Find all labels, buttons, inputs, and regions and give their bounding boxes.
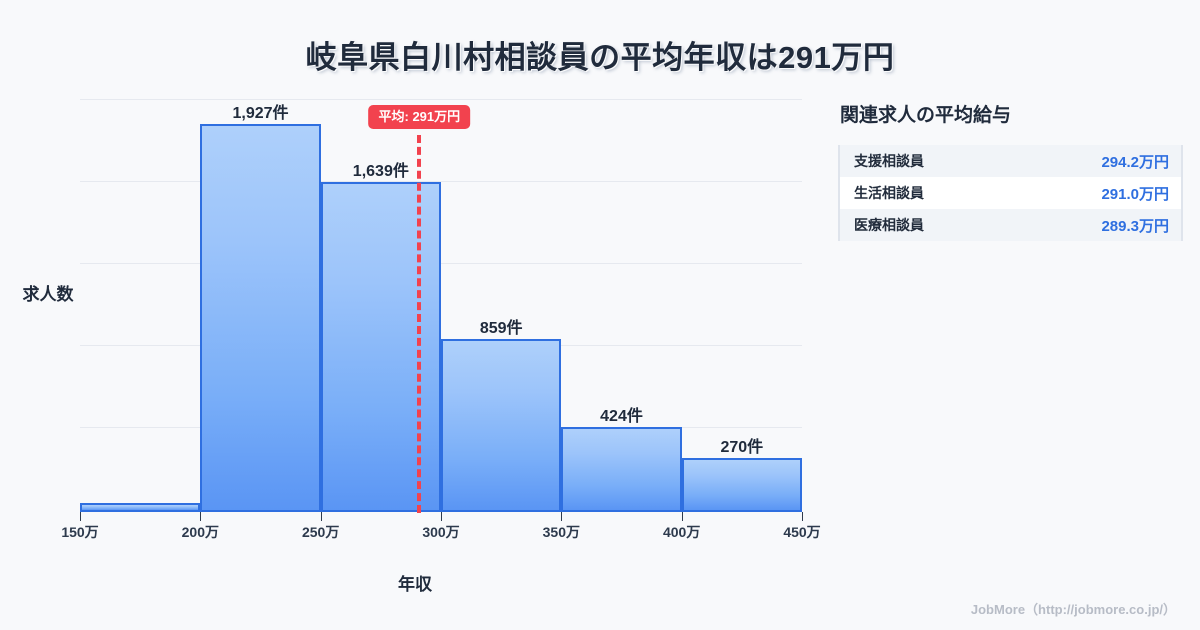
table-row-value: 294.2万円	[1101, 153, 1169, 171]
table-row: 支援相談員 294.2万円	[840, 145, 1181, 177]
page-title: 岐阜県白川村相談員の平均年収は291万円	[305, 40, 895, 75]
table-row-value: 291.0万円	[1101, 185, 1169, 203]
bar	[80, 503, 201, 512]
related-salary-title: 関連求人の平均給与	[840, 105, 1012, 126]
x-axis-tick	[802, 512, 803, 521]
bar-value-label: 270件	[720, 438, 764, 456]
x-axis-tick	[681, 512, 683, 521]
footer-attribution: JobMore（http://jobmore.co.jp/）	[970, 602, 1176, 617]
gridline	[80, 99, 802, 100]
x-axis-label: 300万	[422, 524, 460, 540]
x-axis-label: 250万	[301, 524, 340, 540]
x-axis-tick	[200, 512, 202, 521]
x-axis-tick	[441, 512, 442, 521]
bar-value-label: 1,639件	[352, 162, 409, 180]
y-axis-title: 求人数	[22, 285, 74, 304]
histogram-chart: 求人数 年収 1,927件 1,639件 859件 424件 270件 150万 200万…	[22, 99, 821, 594]
related-salary-panel: 関連求人の平均給与 支援相談員 294.2万円生活相談員 291.0万円医療相談員 2…	[838, 100, 1183, 241]
x-axis-label: 400万	[662, 524, 701, 540]
x-axis-tick	[320, 512, 322, 521]
x-axis-tick	[80, 512, 81, 521]
gridline	[80, 263, 802, 264]
bar	[200, 123, 321, 512]
table-row-name: 生活相談員	[854, 185, 924, 201]
bar-value-label: 1,927件	[232, 104, 289, 122]
x-axis-label: 350万	[542, 524, 580, 540]
table-row-name: 支援相談員	[854, 153, 924, 169]
bar	[441, 338, 562, 512]
average-badge: 平均: 291万円	[368, 105, 471, 129]
bar	[561, 426, 682, 512]
table-row: 医療相談員 289.3万円	[840, 209, 1181, 241]
x-axis-label: 200万	[181, 524, 219, 540]
table-row-name: 医療相談員	[854, 217, 924, 233]
average-line	[417, 135, 422, 513]
bar-value-label: 859件	[479, 319, 523, 337]
table-row-value: 289.3万円	[1101, 217, 1169, 235]
x-axis-title: 年収	[398, 575, 432, 594]
gridline	[80, 181, 802, 182]
related-salary-table: 支援相談員 294.2万円生活相談員 291.0万円医療相談員 289.3万円	[838, 145, 1183, 241]
x-axis-label: 450万	[783, 524, 821, 540]
bar	[320, 181, 441, 512]
x-axis-tick	[561, 512, 563, 521]
table-row: 生活相談員 291.0万円	[840, 177, 1181, 209]
bar-value-label: 424件	[600, 407, 643, 425]
x-axis-label: 150万	[61, 524, 99, 540]
bar	[681, 457, 802, 512]
